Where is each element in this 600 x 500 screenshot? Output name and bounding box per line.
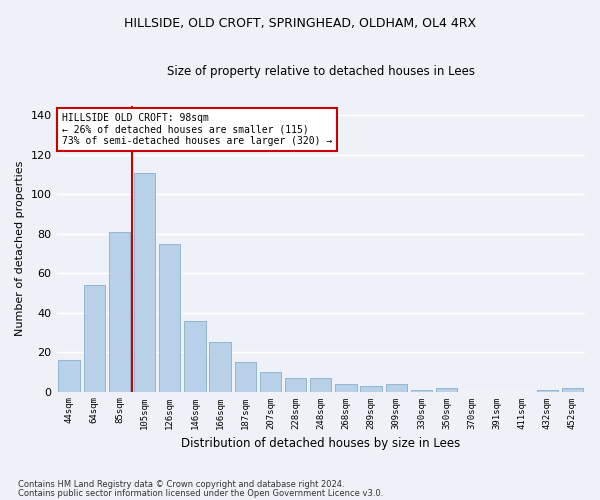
Bar	[184, 320, 206, 392]
Text: HILLSIDE OLD CROFT: 98sqm
← 26% of detached houses are smaller (115)
73% of semi: HILLSIDE OLD CROFT: 98sqm ← 26% of detac…	[62, 112, 332, 146]
Bar	[436, 388, 457, 392]
Bar	[209, 342, 231, 392]
Bar	[134, 172, 155, 392]
Text: Contains HM Land Registry data © Crown copyright and database right 2024.: Contains HM Land Registry data © Crown c…	[18, 480, 344, 489]
Bar	[310, 378, 331, 392]
Bar	[562, 388, 583, 392]
Text: HILLSIDE, OLD CROFT, SPRINGHEAD, OLDHAM, OL4 4RX: HILLSIDE, OLD CROFT, SPRINGHEAD, OLDHAM,…	[124, 18, 476, 30]
Bar	[536, 390, 558, 392]
Bar	[361, 386, 382, 392]
Bar	[159, 244, 181, 392]
Bar	[83, 285, 105, 392]
Title: Size of property relative to detached houses in Lees: Size of property relative to detached ho…	[167, 65, 475, 78]
Bar	[109, 232, 130, 392]
Bar	[386, 384, 407, 392]
Bar	[411, 390, 432, 392]
X-axis label: Distribution of detached houses by size in Lees: Distribution of detached houses by size …	[181, 437, 460, 450]
Bar	[335, 384, 356, 392]
Bar	[235, 362, 256, 392]
Bar	[285, 378, 307, 392]
Bar	[260, 372, 281, 392]
Y-axis label: Number of detached properties: Number of detached properties	[15, 161, 25, 336]
Bar	[58, 360, 80, 392]
Text: Contains public sector information licensed under the Open Government Licence v3: Contains public sector information licen…	[18, 488, 383, 498]
